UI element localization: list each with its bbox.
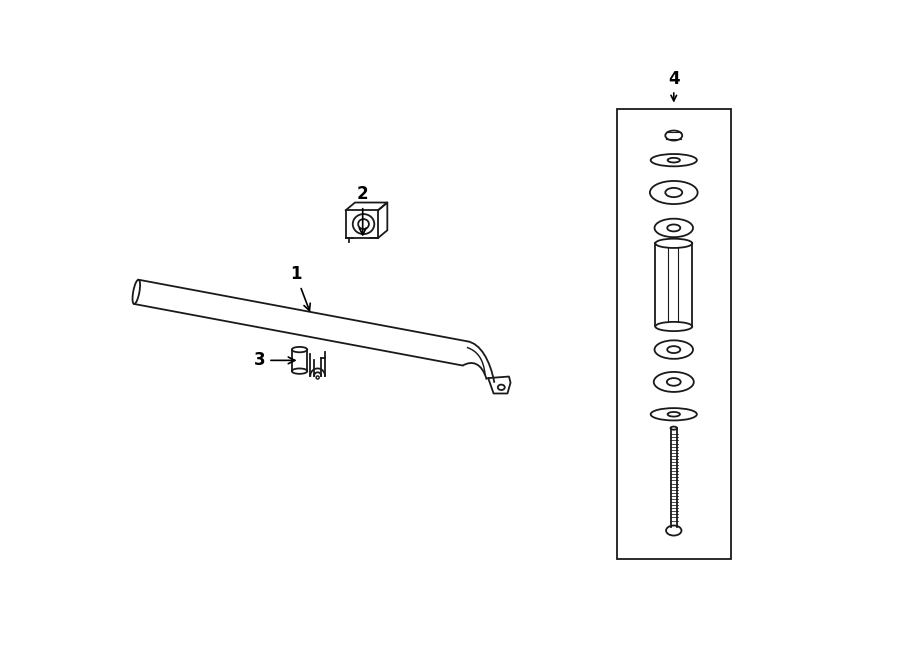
- Ellipse shape: [655, 239, 692, 248]
- Ellipse shape: [498, 385, 505, 390]
- Ellipse shape: [670, 426, 677, 430]
- Ellipse shape: [667, 378, 680, 386]
- Ellipse shape: [665, 188, 682, 197]
- Ellipse shape: [668, 412, 680, 416]
- Ellipse shape: [654, 219, 693, 237]
- Ellipse shape: [651, 408, 697, 420]
- Ellipse shape: [665, 130, 682, 141]
- Ellipse shape: [651, 154, 697, 167]
- Ellipse shape: [358, 219, 369, 229]
- Ellipse shape: [132, 280, 140, 304]
- Ellipse shape: [667, 225, 680, 231]
- Ellipse shape: [668, 158, 680, 163]
- Text: 4: 4: [668, 70, 680, 89]
- Ellipse shape: [292, 347, 307, 352]
- Text: 3: 3: [254, 352, 295, 369]
- Ellipse shape: [316, 376, 320, 379]
- Ellipse shape: [653, 372, 694, 392]
- Ellipse shape: [650, 181, 698, 204]
- Ellipse shape: [654, 340, 693, 359]
- Ellipse shape: [666, 525, 681, 535]
- Ellipse shape: [655, 322, 692, 331]
- Ellipse shape: [353, 214, 374, 234]
- Bar: [616, 108, 731, 559]
- Ellipse shape: [292, 368, 307, 374]
- Text: 1: 1: [290, 265, 310, 311]
- Text: 2: 2: [357, 185, 368, 235]
- Ellipse shape: [667, 346, 680, 353]
